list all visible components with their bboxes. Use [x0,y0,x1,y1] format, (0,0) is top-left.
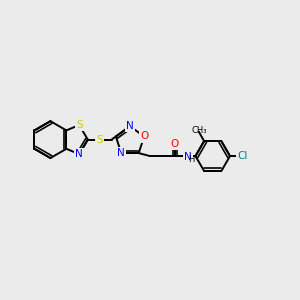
Text: N: N [184,152,192,162]
Text: Cl: Cl [238,151,248,161]
Text: S: S [76,120,83,130]
Text: O: O [140,131,148,142]
Text: N: N [117,148,125,158]
Text: N: N [126,121,134,131]
Text: S: S [96,135,103,145]
Text: CH₃: CH₃ [191,126,206,135]
Text: O: O [171,139,179,149]
Text: H: H [188,155,194,164]
Text: N: N [75,149,83,159]
